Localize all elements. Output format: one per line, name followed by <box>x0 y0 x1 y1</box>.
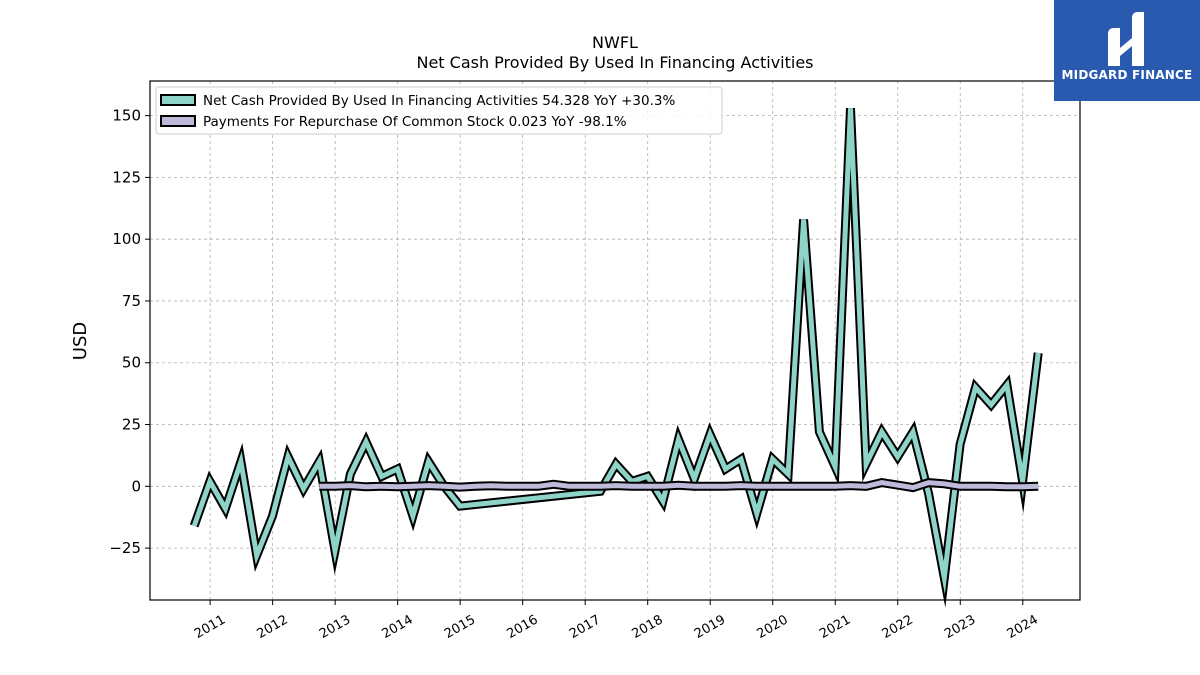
x-tick-label: 2021 <box>817 612 853 642</box>
x-tick-label: 2020 <box>755 612 791 642</box>
x-tick-label: 2015 <box>442 612 478 642</box>
legend-box <box>155 86 723 135</box>
y-axis-label: USD <box>70 322 91 360</box>
x-tick-label: 2019 <box>692 612 728 642</box>
y-tick-label: 100 <box>112 230 141 248</box>
y-tick-label: 0 <box>131 477 141 495</box>
x-tick-label: 2012 <box>254 612 290 642</box>
series-2 <box>319 478 1039 493</box>
x-tick-label: 2014 <box>379 612 415 642</box>
legend-swatch <box>160 115 196 127</box>
y-axis: −25 0 25 50 75 100 125 150 <box>109 107 150 557</box>
x-tick-label: 2013 <box>317 612 353 642</box>
series-layer <box>189 108 1043 608</box>
logo-text: MIDGARD FINANCE <box>1061 68 1193 82</box>
chart-subtitle: Net Cash Provided By Used In Financing A… <box>416 53 813 72</box>
x-tick-label: 2016 <box>505 612 541 642</box>
x-tick-label: 2022 <box>880 612 916 642</box>
plot-area-frame <box>149 80 1081 601</box>
x-axis: 2011 2012 2013 2014 2015 2016 2017 2018 2019 2020… <box>192 600 1041 642</box>
x-tick-label: 2024 <box>1005 612 1041 642</box>
x-tick-label: 2018 <box>630 612 666 642</box>
series-1 <box>189 108 1043 608</box>
y-tick-label: 25 <box>122 416 141 434</box>
legend-swatch <box>160 94 196 106</box>
y-tick-label: 75 <box>122 292 141 310</box>
legend-entry: Net Cash Provided By Used In Financing A… <box>203 93 675 109</box>
grid <box>150 81 1080 600</box>
y-tick-label: 125 <box>112 168 141 186</box>
legend: Net Cash Provided By Used In Financing A… <box>155 86 723 135</box>
legend-entry: Payments For Repurchase Of Common Stock … <box>203 114 627 130</box>
y-tick-label: 50 <box>122 354 141 372</box>
series-line <box>319 480 1039 491</box>
x-tick-label: 2011 <box>192 612 228 642</box>
series-outline <box>189 108 1043 608</box>
y-tick-label: 150 <box>112 107 141 125</box>
x-tick-label: 2023 <box>942 612 978 642</box>
brand-logo: MIDGARD FINANCE <box>1054 0 1200 101</box>
y-tick-label: −25 <box>109 539 141 557</box>
series-line <box>191 108 1041 595</box>
x-tick-label: 2017 <box>567 612 603 642</box>
chart-title: NWFL <box>592 33 638 52</box>
logo-mark-icon <box>1108 12 1144 66</box>
